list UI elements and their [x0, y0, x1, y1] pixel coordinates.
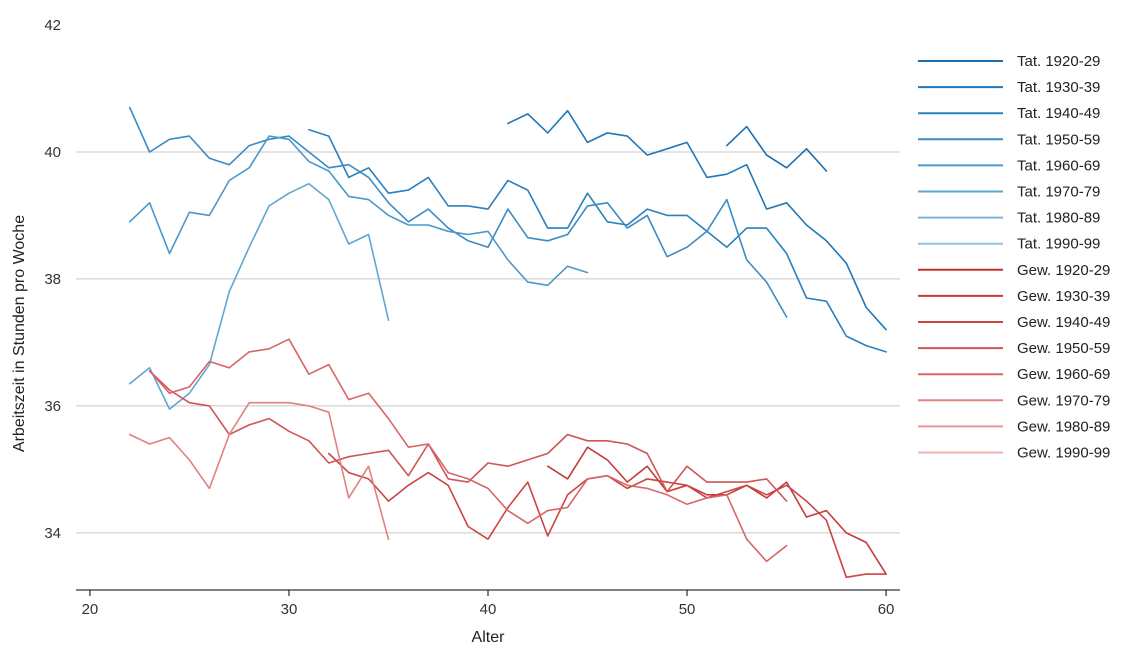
legend-label: Gew. 1940-49 [1017, 314, 1110, 331]
series-line-13 [128, 401, 390, 541]
y-tick-label: 36 [44, 398, 61, 415]
legend-label: Gew. 1960-69 [1017, 366, 1110, 383]
series-line-4 [128, 135, 589, 287]
gridlines [76, 151, 900, 534]
y-tick-label: 34 [44, 525, 61, 542]
legend-label: Gew. 1920-29 [1017, 262, 1110, 279]
x-tick-label: 50 [679, 601, 696, 618]
legend-label: Tat. 1960-69 [1017, 157, 1100, 174]
series-lines [128, 106, 887, 579]
legend-label: Gew. 1970-79 [1017, 392, 1110, 409]
x-tick-label: 20 [82, 601, 99, 618]
legend: Tat. 1920-29 Tat. 1930-39 Tat. 1940-49 Tat.… [918, 53, 1110, 462]
legend-label: Tat. 1970-79 [1017, 184, 1100, 201]
series-line-2 [308, 128, 887, 353]
series-line-3 [128, 106, 788, 318]
x-tick-labels: 20 30 40 50 60 [82, 601, 895, 618]
series-line-1 [507, 109, 887, 331]
legend-label: Tat. 1950-59 [1017, 131, 1100, 148]
x-axis [76, 589, 900, 596]
series-line-12 [148, 338, 788, 563]
legend-label: Tat. 1940-49 [1017, 105, 1100, 122]
x-tick-label: 30 [281, 601, 298, 618]
x-tick-label: 60 [878, 601, 895, 618]
legend-label: Gew. 1990-99 [1017, 445, 1110, 462]
series-line-10 [327, 452, 887, 579]
y-tick-label: 42 [44, 17, 61, 34]
legend-label: Tat. 1920-29 [1017, 53, 1100, 70]
legend-label: Gew. 1950-59 [1017, 340, 1110, 357]
y-tick-label: 38 [44, 271, 61, 288]
series-line-5 [128, 182, 390, 410]
legend-label: Tat. 1930-39 [1017, 79, 1100, 96]
legend-label: Gew. 1930-39 [1017, 288, 1110, 305]
x-tick-label: 40 [480, 601, 497, 618]
y-tick-labels: 34 36 38 40 42 [44, 17, 61, 542]
legend-label: Tat. 1980-89 [1017, 210, 1100, 227]
legend-label: Tat. 1990-99 [1017, 236, 1100, 253]
series-line-9 [546, 446, 887, 575]
series-line-0 [725, 125, 828, 172]
y-tick-label: 40 [44, 144, 61, 161]
legend-label: Gew. 1980-89 [1017, 418, 1110, 435]
y-axis-title: Arbeitszeit in Stunden pro Woche [11, 215, 28, 452]
series-line-11 [148, 370, 788, 502]
x-axis-title: Alter [472, 629, 506, 646]
